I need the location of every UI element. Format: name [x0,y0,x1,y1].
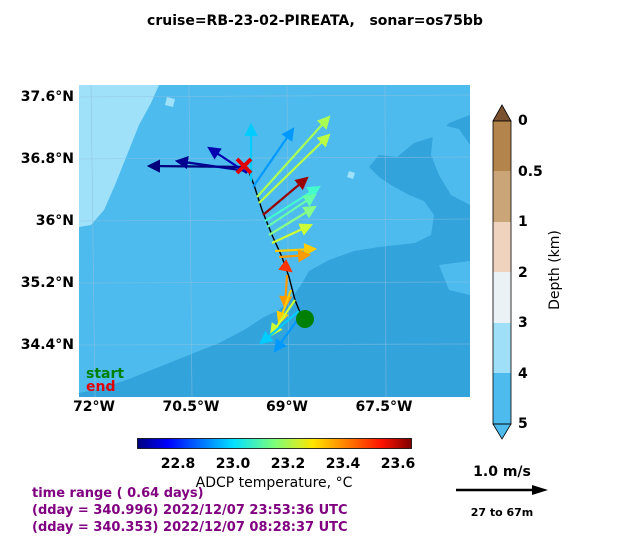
temp-tick: 23.2 [270,456,306,472]
temp-tick: 22.8 [160,456,196,472]
lon-label: 67.5°W [355,399,413,415]
legend-end: end [86,379,116,395]
temp-tick: 23.4 [325,456,361,472]
depth-cb-bottom [492,423,512,440]
temperature-colorbar [137,438,412,449]
depth-tick: 0 [518,113,528,129]
depth-tick: 3 [518,315,528,331]
velocity-vector [269,299,296,337]
velocity-vector [266,193,317,228]
depth-tick: 4 [518,366,528,382]
end-marker [235,157,253,175]
temp-tick: 23.0 [215,456,251,472]
lat-label: 37.6°N [20,89,74,105]
velocity-vector [276,289,293,326]
graticule [79,85,470,397]
velocity-vector [174,156,248,173]
depth-colorbar-label: Depth (km) [547,230,563,310]
land-island [165,97,175,107]
legend-start: start [86,366,125,382]
depth-tick: 0.5 [518,164,543,180]
depth-tick: 1 [518,214,528,230]
velocity-vector [256,115,331,198]
land-island [347,171,355,179]
end-time-text: (dday = 340.996) 2022/12/07 23:53:36 UTC [32,503,348,518]
velocity-vector [278,249,312,263]
lon-label: 69°W [266,399,308,415]
velocity-vector [268,205,317,236]
scale-speed-label: 1.0 m/s [473,464,531,480]
temp-tick: 23.6 [380,456,416,472]
depth-cb-top [492,104,512,122]
start-marker [296,310,314,328]
lon-label: 72°W [73,399,115,415]
velocity-vector [252,127,295,188]
velocity-vector [258,133,331,204]
plot-title: cruise=RB-23-02-PIREATA, sonar=os75bb [147,13,483,29]
land [79,85,159,227]
ship-track [246,166,302,316]
velocity-vector [279,274,293,310]
temp-colorbar-label: ADCP temperature, °C [195,475,353,491]
time-range-text: time range ( 0.64 days) [32,486,204,501]
lat-label: 35.2°N [20,275,74,291]
velocity-vector [278,259,293,273]
map-panel [79,85,470,397]
velocity-vector [271,223,313,244]
depth-colorbar [492,104,512,440]
velocity-vector [264,185,321,222]
scale-depth-label: 27 to 67m [470,506,534,519]
depth-tick: 2 [518,265,528,281]
shelf-patch [431,123,470,205]
lon-label: 70.5°W [162,399,220,415]
shelf-patch-east [439,261,470,295]
depth-tick: 5 [518,416,528,432]
scale-arrow [456,485,548,495]
lat-label: 34.4°N [20,337,74,353]
lat-label: 36°N [35,213,74,229]
start-time-text: (dday = 340.353) 2022/12/07 08:28:37 UTC [32,520,348,535]
velocity-vector [259,310,300,345]
velocity-vector [262,176,309,216]
lat-label: 36.8°N [20,151,74,167]
velocity-vector [146,159,248,173]
